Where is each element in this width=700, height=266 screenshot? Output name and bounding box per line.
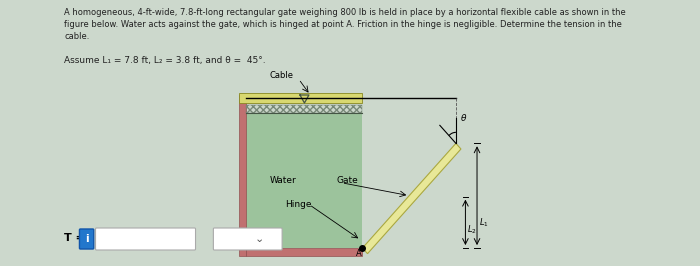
FancyBboxPatch shape xyxy=(95,228,195,250)
Text: Gate: Gate xyxy=(337,176,358,185)
Text: $\theta$: $\theta$ xyxy=(461,112,468,123)
FancyBboxPatch shape xyxy=(214,228,282,250)
Text: A: A xyxy=(356,249,362,258)
Text: $L_1$: $L_1$ xyxy=(479,217,489,229)
Text: Cable: Cable xyxy=(270,71,293,80)
FancyBboxPatch shape xyxy=(80,229,94,249)
Text: Hinge: Hinge xyxy=(286,200,312,209)
Text: i: i xyxy=(85,234,88,244)
Text: A homogeneous, 4-ft-wide, 7.8-ft-long rectangular gate weighing 800 lb is held i: A homogeneous, 4-ft-wide, 7.8-ft-long re… xyxy=(64,8,626,41)
Polygon shape xyxy=(363,143,461,254)
Text: T =: T = xyxy=(64,233,85,243)
Polygon shape xyxy=(246,113,363,248)
Text: Assume L₁ = 7.8 ft, L₂ = 3.8 ft, and θ =  45°.: Assume L₁ = 7.8 ft, L₂ = 3.8 ft, and θ =… xyxy=(64,56,266,65)
Polygon shape xyxy=(239,93,363,103)
Text: Water: Water xyxy=(270,176,297,185)
Text: $L_2$: $L_2$ xyxy=(467,224,477,236)
Polygon shape xyxy=(239,95,246,256)
Text: ⌄: ⌄ xyxy=(254,234,264,244)
Polygon shape xyxy=(246,248,363,256)
